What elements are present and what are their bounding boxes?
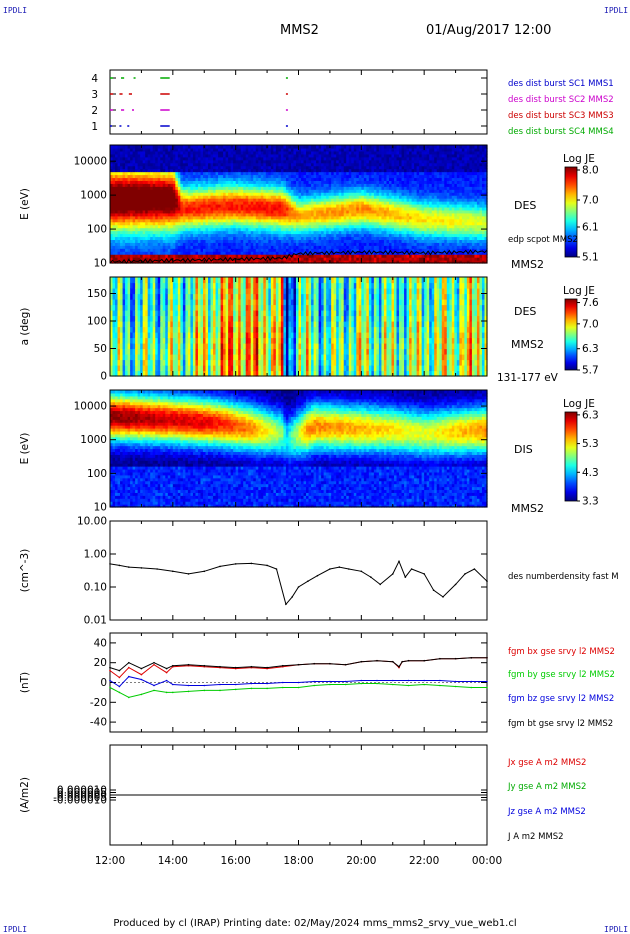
spectrogram-layer: [110, 145, 488, 508]
spectrogram-des_energy: [110, 145, 488, 264]
figure-canvas: 1234 des dist burst SC1 MMS1des dist burs…: [0, 0, 630, 934]
